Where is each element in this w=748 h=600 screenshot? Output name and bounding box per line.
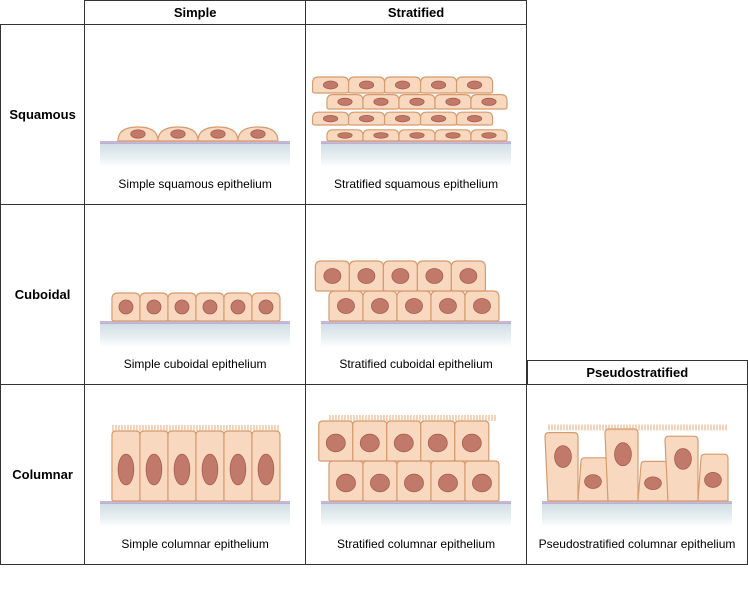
col-header-stratified: Stratified [306, 1, 527, 25]
diagram-stratified-cuboidal [306, 213, 526, 353]
row-header-cuboidal: Cuboidal [1, 205, 85, 385]
caption-stratified-cuboidal: Stratified cuboidal epithelium [306, 353, 526, 377]
cell-simple-columnar: Simple columnar epithelium [85, 385, 306, 565]
empty-row1-right [527, 25, 748, 205]
caption-simple-squamous: Simple squamous epithelium [85, 173, 305, 197]
diagram-stratified-columnar [306, 393, 526, 533]
cell-stratified-columnar: Stratified columnar epithelium [306, 385, 527, 565]
cell-pseudo-columnar: Pseudostratified columnar epithelium [527, 385, 748, 565]
corner-cell [1, 1, 85, 25]
col-header-simple: Simple [85, 1, 306, 25]
cell-stratified-squamous: Stratified squamous epithelium [306, 25, 527, 205]
diagram-simple-cuboidal [85, 213, 305, 353]
diagram-stratified-squamous [306, 33, 526, 173]
cell-stratified-cuboidal: Stratified cuboidal epithelium [306, 205, 527, 385]
empty-top-right [527, 1, 748, 25]
epithelium-table: Simple Stratified Squamous Simple squamo… [0, 0, 748, 565]
row-header-squamous: Squamous [1, 25, 85, 205]
row-header-columnar: Columnar [1, 385, 85, 565]
diagram-pseudo-columnar [527, 393, 747, 533]
caption-pseudo-columnar: Pseudostratified columnar epithelium [527, 533, 747, 557]
cell-simple-cuboidal: Simple cuboidal epithelium [85, 205, 306, 385]
empty-row2-right: Pseudostratified [527, 205, 748, 385]
cell-simple-squamous: Simple squamous epithelium [85, 25, 306, 205]
diagram-simple-columnar [85, 393, 305, 533]
caption-simple-cuboidal: Simple cuboidal epithelium [85, 353, 305, 377]
diagram-simple-squamous [85, 33, 305, 173]
caption-stratified-columnar: Stratified columnar epithelium [306, 533, 526, 557]
caption-stratified-squamous: Stratified squamous epithelium [306, 173, 526, 197]
caption-simple-columnar: Simple columnar epithelium [85, 533, 305, 557]
col-header-pseudo: Pseudostratified [527, 360, 747, 384]
